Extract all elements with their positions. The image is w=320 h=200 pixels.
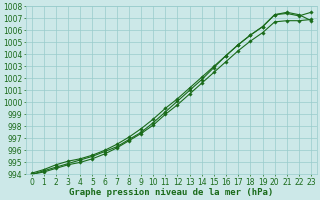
X-axis label: Graphe pression niveau de la mer (hPa): Graphe pression niveau de la mer (hPa)	[69, 188, 274, 197]
